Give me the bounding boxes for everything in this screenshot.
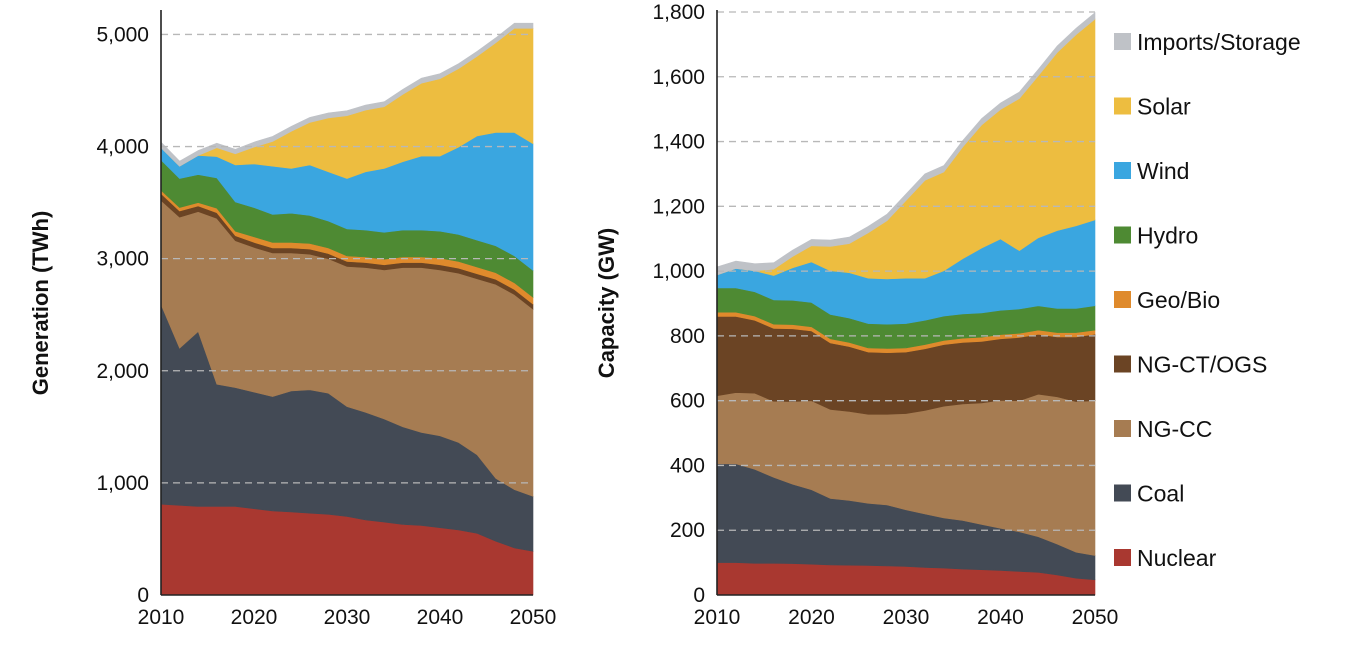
- y-tick-label: 0: [137, 584, 149, 607]
- x-tick-label: 2050: [510, 606, 557, 629]
- area-imports-storage: [716, 11, 1096, 276]
- y-tick-label: 0: [693, 584, 705, 607]
- legend-swatch-imports-storage: [1114, 33, 1131, 50]
- legend-swatch-ng-ct-ogs: [1114, 355, 1131, 373]
- y-tick-label: 800: [670, 325, 705, 348]
- legend-swatch-solar: [1114, 97, 1131, 115]
- y-tick-label: 1,200: [652, 195, 705, 218]
- legend-swatch-wind: [1114, 162, 1131, 179]
- y-tick-label: 1,000: [652, 260, 705, 283]
- legend-label-coal: Coal: [1137, 481, 1184, 507]
- y-axis-title: Capacity (GW): [594, 228, 619, 378]
- y-tick-label: 200: [670, 519, 705, 542]
- y-tick-label: 5,000: [96, 23, 149, 46]
- y-tick-label: 1,400: [652, 131, 705, 154]
- legend-swatch-ng-cc: [1114, 420, 1131, 437]
- legend-swatch-nuclear: [1114, 549, 1131, 566]
- x-tick-label: 2040: [977, 606, 1024, 629]
- legend-label-ng-cc: NG-CC: [1137, 416, 1212, 442]
- legend-label-imports-storage: Imports/Storage: [1137, 29, 1301, 55]
- x-tick-label: 2010: [694, 606, 741, 629]
- chart-2: 0 200 400 600 800 1,000 1,200 1,400 1,600 1,800 20…: [594, 1, 1118, 629]
- legend-label-geo-bio: Geo/Bio: [1137, 287, 1220, 313]
- legend-swatch-hydro: [1114, 226, 1131, 244]
- y-tick-label: 1,800: [652, 1, 705, 24]
- y-tick-label: 4,000: [96, 136, 149, 159]
- legend-label-hydro: Hydro: [1137, 223, 1198, 249]
- y-axis-title: Generation (TWh): [28, 211, 53, 396]
- y-tick-label: 1,000: [96, 472, 149, 495]
- y-tick-label: 600: [670, 390, 705, 413]
- y-tick-label: 2,000: [96, 360, 149, 383]
- legend-label-wind: Wind: [1137, 158, 1189, 184]
- x-tick-label: 2030: [324, 606, 371, 629]
- legend-label-ng-ct-ogs: NG-CT/OGS: [1137, 352, 1267, 378]
- y-tick-label: 1,600: [652, 66, 705, 89]
- legend-label-nuclear: Nuclear: [1137, 545, 1217, 571]
- legend: Imports/Storage Solar Wind Hydro Geo/Bio NG-C…: [1114, 29, 1301, 571]
- x-tick-label: 2010: [138, 606, 185, 629]
- legend-label-solar: Solar: [1137, 94, 1191, 120]
- y-tick-label: 3,000: [96, 248, 149, 271]
- x-tick-label: 2020: [231, 606, 278, 629]
- area-imports-storage: [160, 22, 534, 167]
- x-tick-label: 2020: [788, 606, 835, 629]
- x-tick-label: 2030: [883, 606, 930, 629]
- chart-1: 0 1,000 2,000 3,000 4,000 5,000 2010 2020 2030 20…: [28, 10, 556, 629]
- x-tick-label: 2040: [417, 606, 464, 629]
- legend-swatch-geo-bio: [1114, 291, 1131, 308]
- x-tick-label: 2050: [1072, 606, 1119, 629]
- y-tick-label: 400: [670, 454, 705, 477]
- legend-swatch-coal: [1114, 484, 1131, 502]
